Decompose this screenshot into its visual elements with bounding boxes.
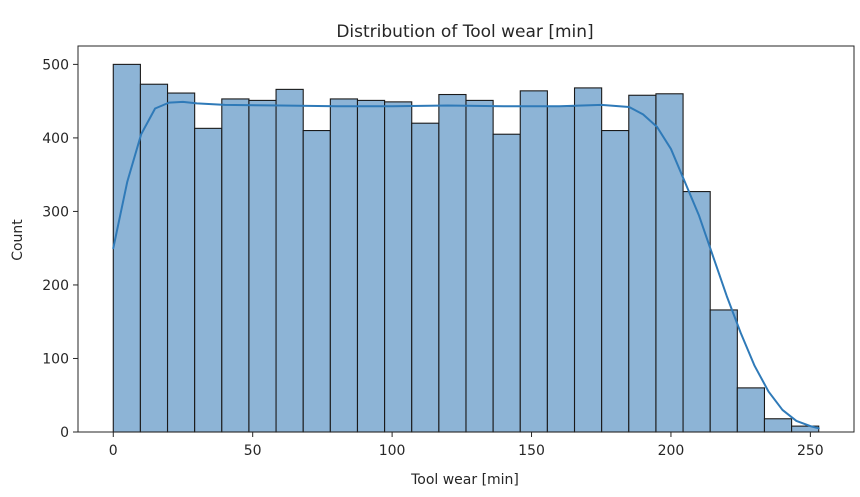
histogram-bar: [166, 92, 196, 433]
histogram-bar: [248, 99, 277, 433]
y-tick-label: 200: [42, 278, 69, 294]
histogram-bar: [411, 122, 440, 433]
y-tick-label: 300: [42, 204, 69, 220]
x-axis-label: Tool wear [min]: [410, 472, 519, 488]
x-tick-label: 0: [109, 443, 118, 459]
y-axis-label: Count: [10, 219, 26, 261]
histogram-bar: [194, 127, 223, 433]
histogram-bar: [709, 309, 738, 433]
histogram-bar: [492, 133, 521, 433]
histogram-bar: [438, 93, 467, 433]
histogram-bar: [763, 418, 793, 433]
bars-group: [112, 63, 820, 433]
histogram-bar: [628, 94, 657, 433]
histogram-bar: [682, 191, 711, 433]
x-tick-label: 50: [244, 443, 262, 459]
y-tick-label: 100: [42, 351, 69, 367]
histogram-bar: [139, 83, 169, 433]
x-tick-label: 250: [797, 443, 824, 459]
histogram-bar: [601, 130, 630, 433]
histogram-bar: [221, 98, 250, 433]
histogram-bar: [356, 99, 386, 433]
y-tick-label: 500: [42, 57, 69, 73]
histogram-bar: [546, 105, 576, 433]
histogram-bar: [384, 101, 413, 433]
histogram-bar: [736, 387, 766, 433]
x-tick-label: 100: [379, 443, 406, 459]
kde-group: [112, 100, 820, 430]
histogram-bar: [302, 130, 331, 433]
chart-title: Distribution of Tool wear [min]: [336, 22, 593, 42]
plot-frame: [77, 45, 855, 433]
histogram-bar: [573, 87, 603, 433]
histogram-bar: [112, 63, 141, 433]
kde-line: [112, 100, 820, 430]
y-tick-label: 0: [60, 425, 69, 441]
histogram-bar: [655, 93, 684, 433]
histogram-bar: [519, 90, 548, 433]
y-tick-label: 400: [42, 131, 69, 147]
x-axis-ticks: 0 50 100 150 200 250: [109, 432, 824, 459]
histogram-bar: [329, 98, 359, 433]
y-axis-ticks: 0 100 200 300 400 500: [42, 57, 78, 441]
x-tick-label: 200: [658, 443, 685, 459]
histogram-bar: [465, 99, 494, 433]
x-tick-label: 150: [518, 443, 545, 459]
histogram-bar: [275, 88, 304, 433]
